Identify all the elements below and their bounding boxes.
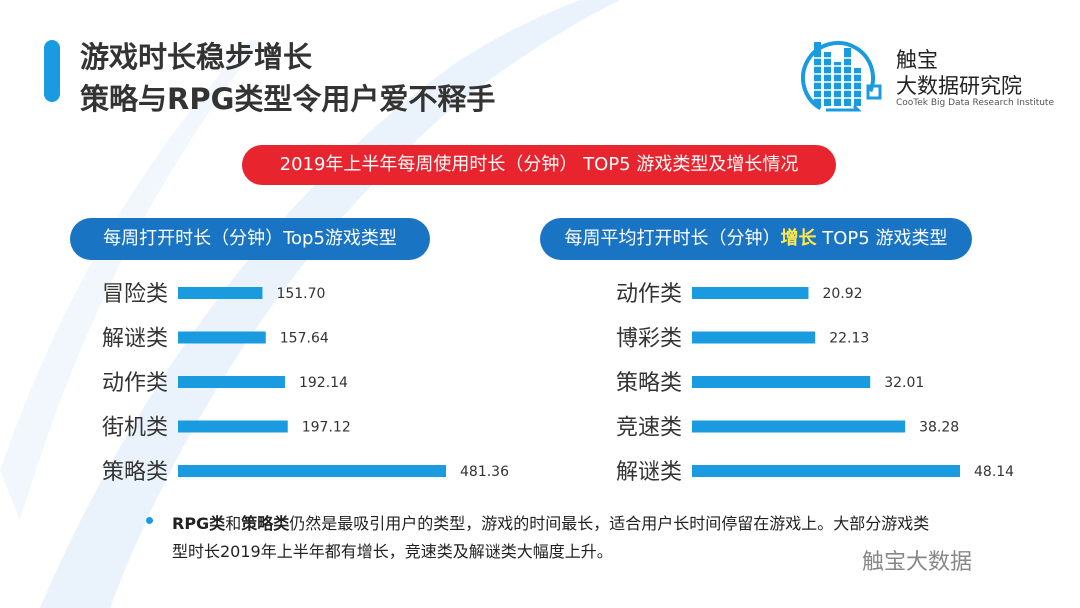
value-label: 197.12 (302, 420, 351, 436)
cootek-logo-icon (801, 41, 882, 115)
category-label: 策略类 (616, 371, 682, 396)
title-accent-bar (44, 40, 60, 102)
logo-text-line-1: 触宝 (896, 48, 938, 72)
note-text-body: 仍然是最吸引用户的类型，游戏的时间最长，适合用户长时间停留在游戏上。大部分游戏类… (172, 514, 930, 561)
bar (178, 465, 446, 477)
chart-banner-title: 2019年上半年每周使用时长（分钟） TOP5 游戏类型及增长情况 (242, 145, 836, 185)
value-label: 48.14 (974, 464, 1014, 480)
category-label: 动作类 (102, 371, 168, 396)
bullet-dot (146, 517, 153, 524)
note-bold-strategy: 策略类 (241, 514, 290, 533)
page-title: 游戏时长稳步增长 策略与RPG类型令用户爱不释手 (80, 36, 495, 120)
category-label: 策略类 (102, 460, 168, 485)
category-label: 竞速类 (616, 416, 682, 441)
summary-note: RPG类和策略类仍然是最吸引用户的类型，游戏的时间最长，适合用户长时间停留在游戏… (172, 510, 942, 566)
value-label: 151.70 (276, 286, 325, 302)
bar (692, 376, 871, 388)
bar (692, 287, 809, 299)
bar (178, 376, 285, 388)
category-label: 冒险类 (102, 282, 168, 307)
right-title-suffix: TOP5 游戏类型 (816, 228, 948, 249)
category-label: 街机类 (102, 416, 168, 441)
right-title-prefix: 每周平均打开时长（分钟） (564, 228, 781, 249)
cootek-logo: 触宝 大数据研究院 CooTek Big Data Research Insti… (796, 36, 1054, 116)
bar (178, 420, 288, 433)
value-label: 22.13 (829, 331, 869, 347)
value-label: 481.36 (460, 464, 509, 480)
value-label: 157.64 (280, 331, 329, 347)
value-label: 192.14 (299, 375, 348, 391)
value-label: 38.28 (919, 420, 959, 436)
value-label: 32.01 (884, 375, 924, 391)
note-bold-rpg: RPG类 (172, 514, 226, 533)
right-title-highlight: 增长 (780, 228, 817, 249)
title-line-2: 策略与RPG类型令用户爱不释手 (80, 82, 496, 116)
category-label: 解谜类 (102, 327, 168, 352)
right-chart-title: 每周平均打开时长（分钟）增长 TOP5 游戏类型 (540, 218, 972, 260)
bar (178, 287, 263, 299)
bar (692, 420, 906, 433)
note-text-and: 和 (225, 514, 242, 533)
wechat-watermark: 触宝大数据 (862, 550, 973, 575)
bar (692, 465, 960, 477)
bar (178, 331, 266, 344)
logo-text-line-2: 大数据研究院 (896, 74, 1022, 98)
category-label: 解谜类 (616, 460, 682, 485)
left-chart-title: 每周打开时长（分钟）Top5游戏类型 (70, 218, 430, 260)
category-label: 博彩类 (616, 327, 682, 352)
category-label: 动作类 (616, 282, 682, 307)
value-label: 20.92 (822, 286, 862, 302)
bar (692, 331, 816, 344)
title-line-1: 游戏时长稳步增长 (80, 40, 313, 74)
logo-english-name: CooTek Big Data Research Institute (896, 98, 1054, 108)
